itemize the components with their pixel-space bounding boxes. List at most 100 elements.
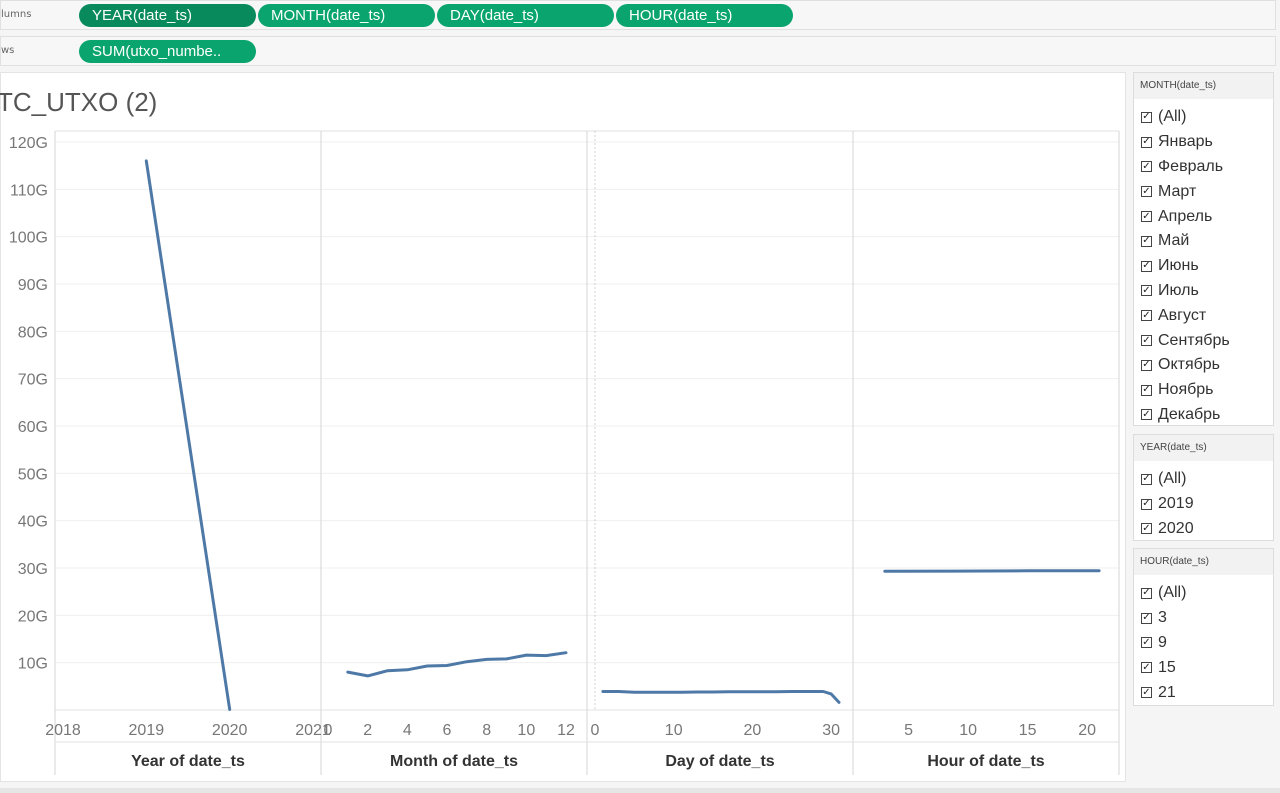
y-tick-label: 100G [9, 230, 48, 247]
month-filter-item[interactable]: ✓ Июль [1134, 279, 1273, 304]
checkbox-checked-icon[interactable]: ✓ [1141, 260, 1152, 272]
checkbox-checked-icon[interactable]: ✓ [1141, 587, 1152, 599]
y-tick-label: 110G [10, 182, 48, 199]
pill-day-date-ts[interactable]: DAY(date_ts) [437, 4, 614, 27]
checkbox-checked-icon[interactable]: ✓ [1141, 661, 1152, 674]
month-filter-item[interactable]: ✓ Август [1134, 303, 1273, 328]
filter-item-label: Август [1158, 306, 1207, 324]
hour-filter-title: HOUR(date_ts) [1134, 549, 1273, 575]
checkbox-checked-icon[interactable]: ✓ [1141, 686, 1152, 699]
viz-title: TC_UTXO (2) [0, 87, 158, 117]
x-tick-label: 10 [665, 722, 683, 739]
filter-item-label: Ноябрь [1158, 381, 1214, 399]
rows-shelf-label: ws [1, 45, 15, 56]
y-tick-label: 40G [18, 514, 48, 531]
hour-filter-list: ✓ (All) ✓ 3 ✓ 9 ✓ 15 ✓ 21 [1134, 575, 1273, 705]
hour-filter-item[interactable]: ✓ 21 [1134, 680, 1273, 705]
pill-month-date-ts[interactable]: MONTH(date_ts) [258, 4, 435, 27]
month-filter-item[interactable]: ✓ (All) [1134, 105, 1273, 130]
y-tick-label: 120G [9, 135, 48, 152]
filter-item-label: Июнь [1158, 257, 1199, 275]
filter-item-label: (All) [1158, 584, 1187, 602]
pill-year-date-ts[interactable]: YEAR(date_ts) [79, 4, 256, 27]
year-filter-title: YEAR(date_ts) [1134, 435, 1273, 461]
checkbox-checked-icon[interactable]: ✓ [1141, 384, 1152, 396]
month-filter-title: MONTH(date_ts) [1134, 73, 1273, 99]
month-filter-item[interactable]: ✓ Апрель [1134, 204, 1273, 229]
checkbox-checked-icon[interactable]: ✓ [1141, 309, 1152, 322]
x-tick-label: 5 [904, 722, 913, 739]
month-filter-item[interactable]: ✓ Февраль [1134, 155, 1273, 180]
filter-item-label: (All) [1158, 108, 1187, 126]
filter-item-label: 2019 [1158, 495, 1194, 513]
hour-filter-card: HOUR(date_ts) ✓ (All) ✓ 3 ✓ 9 ✓ 15 ✓ 21 [1133, 548, 1274, 706]
hour-filter-item[interactable]: ✓ 3 [1134, 606, 1273, 631]
filter-item-label: (All) [1158, 470, 1187, 488]
year-filter-item[interactable]: ✓ 2019 [1134, 492, 1273, 517]
pill-hour-date-ts[interactable]: HOUR(date_ts) [616, 4, 793, 27]
series-line [883, 569, 1101, 573]
month-filter-list: ✓ (All) ✓ Январь ✓ Февраль ✓ Март ✓ Апрель ✓ Май ✓ Ию… [1134, 99, 1273, 427]
filter-item-label: Сентябрь [1158, 331, 1230, 349]
filter-item-label: 9 [1158, 633, 1167, 651]
month-filter-item[interactable]: ✓ Декабрь [1134, 403, 1273, 428]
checkbox-checked-icon[interactable]: ✓ [1141, 111, 1152, 123]
x-axis-title: Month of date_ts [390, 753, 518, 770]
checkbox-checked-icon[interactable]: ✓ [1141, 136, 1152, 148]
filter-item-label: Декабрь [1158, 405, 1221, 423]
checkbox-checked-icon[interactable]: ✓ [1141, 498, 1152, 510]
x-tick-label: 20 [1078, 722, 1096, 739]
y-tick-label: 30G [18, 561, 48, 578]
x-tick-label: 10 [517, 722, 535, 739]
pill-sum-utxo-number[interactable]: SUM(utxo_numbe.. [79, 40, 256, 63]
hour-filter-item[interactable]: ✓ 9 [1134, 631, 1273, 656]
checkbox-checked-icon[interactable]: ✓ [1141, 185, 1152, 198]
x-tick-label: 6 [443, 722, 452, 739]
checkbox-checked-icon[interactable]: ✓ [1141, 160, 1152, 173]
filter-item-label: 3 [1158, 609, 1167, 627]
year-filter-item[interactable]: ✓ 2020 [1134, 517, 1273, 542]
y-tick-label: 10G [18, 656, 48, 673]
month-filter-item[interactable]: ✓ Ноябрь [1134, 378, 1273, 403]
columns-shelf-label: lumns [1, 9, 32, 20]
hour-filter-item[interactable]: ✓ 15 [1134, 655, 1273, 680]
year-filter-list: ✓ (All) ✓ 2019 ✓ 2020 [1134, 461, 1273, 541]
columns-shelf: lumns YEAR(date_ts) MONTH(date_ts) DAY(d… [0, 0, 1276, 30]
x-tick-label: 2 [363, 722, 372, 739]
x-tick-label: 2019 [129, 722, 165, 739]
checkbox-checked-icon[interactable]: ✓ [1141, 235, 1152, 247]
checkbox-checked-icon[interactable]: ✓ [1141, 334, 1152, 347]
checkbox-checked-icon[interactable]: ✓ [1141, 636, 1152, 649]
checkbox-checked-icon[interactable]: ✓ [1141, 473, 1152, 485]
x-tick-label: 2021 [295, 722, 331, 739]
month-filter-item[interactable]: ✓ Январь [1134, 130, 1273, 155]
filter-item-label: Май [1158, 232, 1190, 250]
checkbox-checked-icon[interactable]: ✓ [1141, 522, 1152, 535]
x-tick-label: 10 [959, 722, 977, 739]
rows-shelf: ws SUM(utxo_numbe.. [0, 36, 1276, 66]
series-line [601, 690, 841, 704]
checkbox-checked-icon[interactable]: ✓ [1141, 359, 1152, 371]
month-filter-item[interactable]: ✓ Октябрь [1134, 353, 1273, 378]
hour-filter-item[interactable]: ✓ (All) [1134, 581, 1273, 606]
checkbox-checked-icon[interactable]: ✓ [1141, 284, 1152, 297]
x-tick-label: 20 [744, 722, 762, 739]
filter-item-label: 2020 [1158, 519, 1194, 537]
month-filter-item[interactable]: ✓ Сентябрь [1134, 328, 1273, 353]
checkbox-checked-icon[interactable]: ✓ [1141, 408, 1152, 421]
month-filter-item[interactable]: ✓ Март [1134, 179, 1273, 204]
x-tick-label: 2018 [45, 722, 81, 739]
filter-item-label: Январь [1158, 133, 1213, 151]
month-filter-item[interactable]: ✓ Май [1134, 229, 1273, 254]
checkbox-checked-icon[interactable]: ✓ [1141, 612, 1152, 624]
month-filter-item[interactable]: ✓ Июнь [1134, 254, 1273, 279]
x-tick-label: 0 [591, 722, 600, 739]
month-filter-card: MONTH(date_ts) ✓ (All) ✓ Январь ✓ Февраль ✓ Мар… [1133, 72, 1274, 426]
line-chart: 120G 110G 100G 90G 80G 70G 60G 50G 40G 30G 20G 10G 2… [9, 130, 1120, 775]
checkbox-checked-icon[interactable]: ✓ [1141, 210, 1152, 223]
year-filter-item[interactable]: ✓ (All) [1134, 467, 1273, 492]
y-tick-label: 90G [18, 277, 48, 294]
filter-item-label: 21 [1158, 683, 1176, 701]
filter-item-label: Июль [1158, 281, 1199, 299]
y-tick-label: 70G [18, 372, 48, 389]
